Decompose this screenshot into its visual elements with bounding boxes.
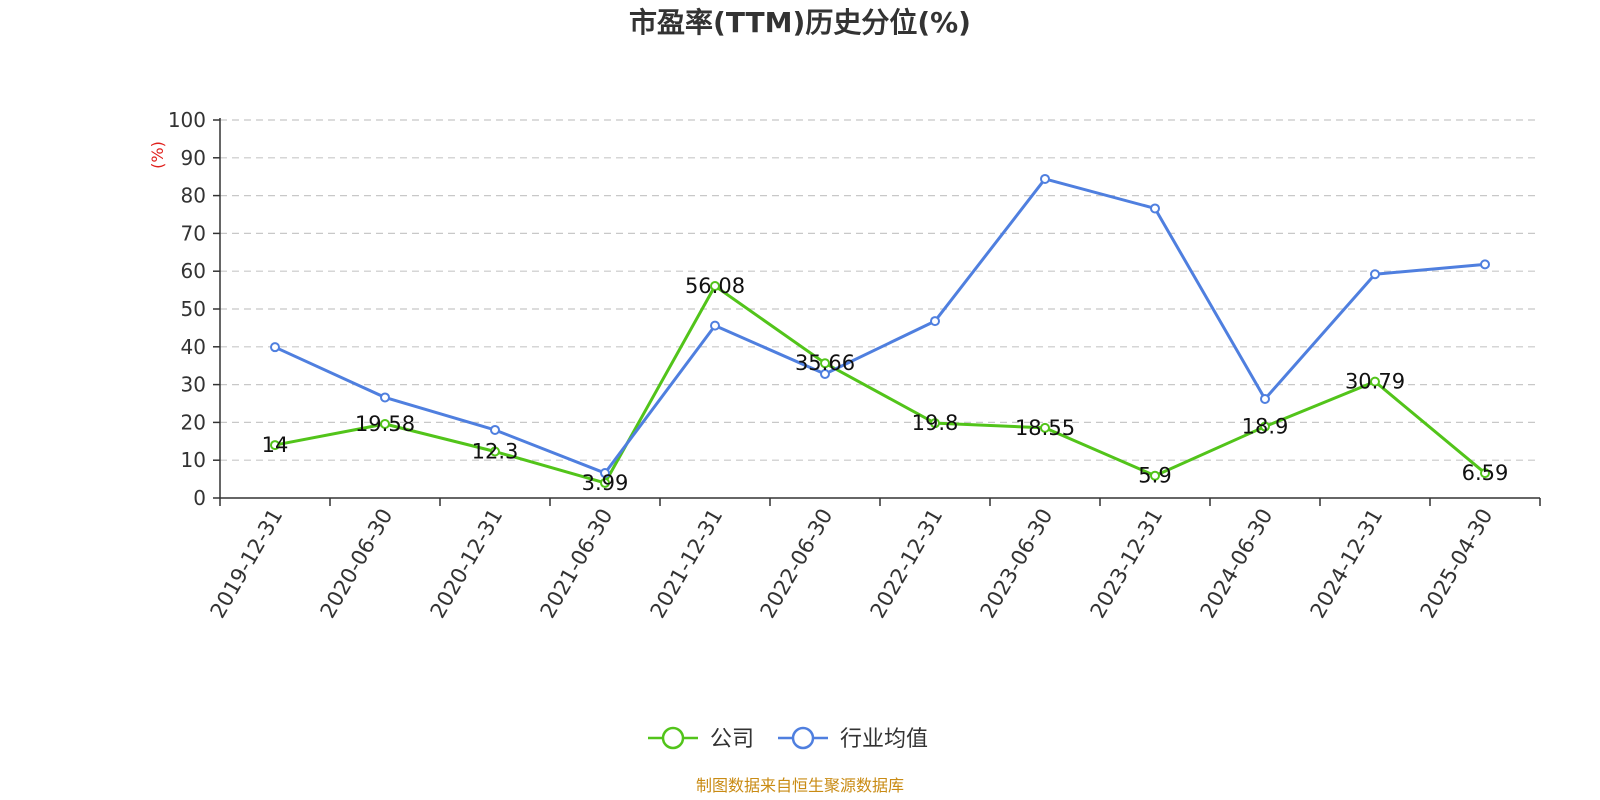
x-tick-label: 2022-12-31 [866,505,948,623]
data-label: 3.99 [582,471,629,495]
data-label: 19.58 [355,412,415,436]
data-label: 18.9 [1242,415,1289,439]
series-point-0 [490,446,500,457]
series-point-1 [1370,269,1380,280]
legend-circle-icon [791,726,815,750]
x-tick-label: 2020-06-30 [316,505,398,623]
data-label: 5.9 [1138,464,1171,488]
legend-item-1[interactable]: 行业均值 [778,726,928,752]
y-tick-label: 20 [181,410,206,434]
series-point-1 [1040,173,1050,184]
data-label: 12.3 [472,440,519,464]
series-point-1 [1150,203,1160,214]
y-tick-label: 50 [181,297,206,321]
series-point-1 [1260,393,1270,404]
data-label: 19.8 [912,411,959,435]
series-point-1 [600,468,610,479]
y-tick-label: 60 [181,259,206,283]
x-tick-label: 2022-06-30 [756,505,838,623]
series-point-1 [380,392,390,403]
series-point-1 [710,320,720,331]
legend-item-0[interactable]: 公司 [648,726,754,752]
series-layer [270,173,1490,488]
y-axis: 0 10 20 30 40 50 60 70 80 90 100 [168,108,221,510]
x-tick-label: 2024-06-30 [1196,505,1278,623]
data-source-note: 制图数据来自恒生聚源数据库 [696,776,904,795]
y-tick-label: 80 [181,184,206,208]
y-axis-unit: (%) [148,141,167,169]
series-line-0 [274,284,1486,485]
series-point-0 [1260,421,1270,432]
y-tick-label: 40 [181,335,206,359]
series-point-0 [1370,376,1380,387]
series-point-1 [490,424,500,435]
y-tick-label: 0 [193,486,206,510]
data-label: 30.79 [1345,370,1405,394]
x-axis: 2019-12-31 2020-06-30 2020-12-31 2021-06-30… [206,497,1541,623]
x-tick-label: 2023-12-31 [1086,505,1168,623]
x-tick-label: 2025-04-30 [1416,505,1498,623]
series-point-1 [930,316,940,327]
y-tick-label: 70 [181,221,206,245]
x-tick-label: 2021-12-31 [646,505,728,623]
series-point-1 [820,369,830,380]
legend-label: 行业均值 [840,727,928,752]
series-point-0 [1040,422,1050,433]
data-label: 35.66 [795,351,855,375]
data-label-layer: 14 19.58 12.3 3.99 56.08 35.66 19.8 18.55 5.9 18.… [262,274,1509,495]
series-point-0 [930,418,940,429]
y-tick-label: 100 [168,108,206,132]
data-label: 14 [262,433,289,457]
legend: 公司 行业均值 [648,726,928,752]
legend-label: 公司 [710,727,754,752]
series-point-0 [820,358,830,369]
legend-circle-icon [661,726,685,750]
series-point-0 [380,418,390,429]
x-tick-label: 2020-12-31 [426,505,508,623]
data-label: 18.55 [1015,416,1075,440]
series-point-1 [1480,259,1490,270]
data-label: 6.59 [1462,461,1509,485]
y-tick-label: 90 [181,146,206,170]
x-tick-label: 2021-06-30 [536,505,618,623]
series-point-0 [1480,468,1490,479]
series-point-0 [710,281,720,292]
series-point-0 [600,477,610,488]
x-tick-label: 2019-12-31 [206,505,288,623]
x-tick-label: 2024-12-31 [1306,505,1388,623]
grid-lines [220,119,1540,461]
series-point-0 [1150,470,1160,481]
y-tick-label: 10 [181,448,206,472]
series-line-1 [274,177,1486,475]
series-point-0 [270,440,280,451]
series-point-1 [270,342,280,353]
y-tick-label: 30 [181,373,206,397]
chart-title: 市盈率(TTM)历史分位(%) [629,6,971,39]
data-label: 56.08 [685,274,745,298]
x-tick-label: 2023-06-30 [976,505,1058,623]
